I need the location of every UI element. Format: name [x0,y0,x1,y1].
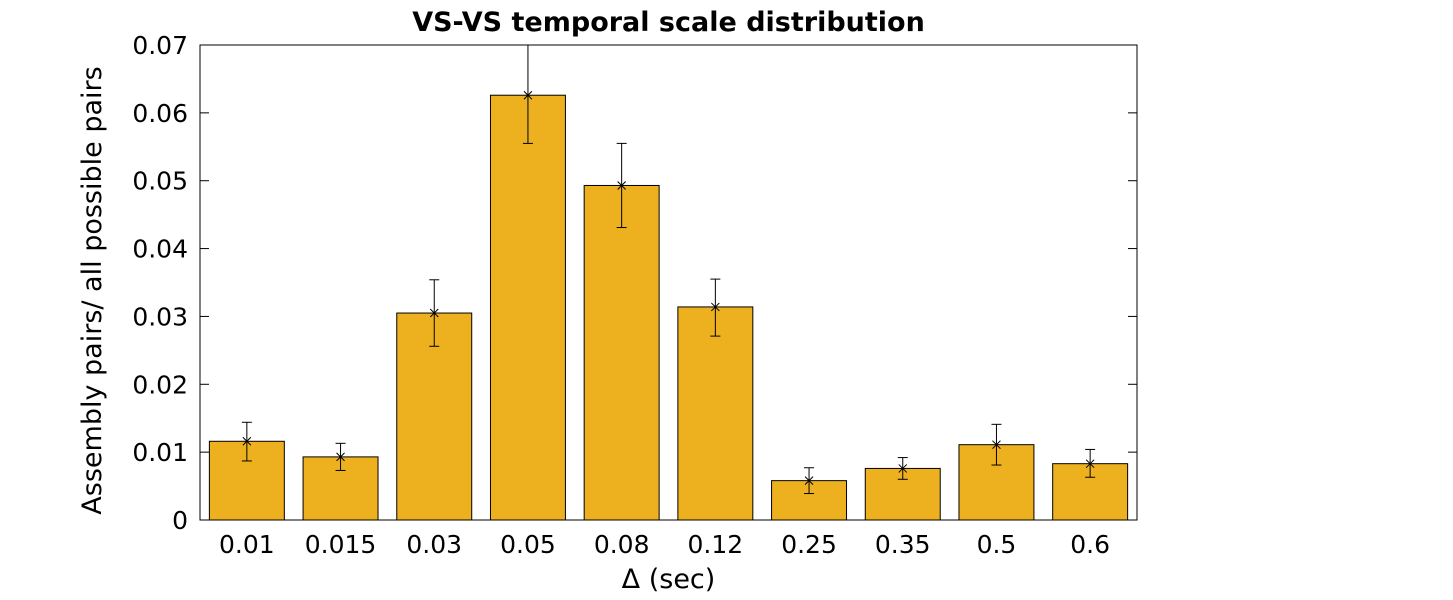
data-point-marker [804,476,814,485]
x-tick-label: 0.5 [977,530,1017,559]
axes-layer [199,44,1138,521]
y-tick-label: 0 [172,506,188,535]
bar [583,184,660,521]
errorbars-layer [241,44,1096,495]
x-axis-title: Δ (sec) [622,564,716,595]
data-point-marker [710,302,720,312]
x-tick-label: 0.03 [406,530,462,559]
x-tick-label: 0.015 [305,530,377,559]
x-tick-label: 0.6 [1070,530,1110,559]
data-point-marker [898,464,908,473]
data-point-marker [523,90,533,100]
bar [771,480,848,521]
y-axis-title: Assembly pairs/ all possible pairs [77,66,108,514]
y-tick-label: 0.05 [132,167,188,196]
x-tick-label: 0.08 [594,530,650,559]
y-tick-label: 0.04 [132,235,188,264]
data-point-marker [336,452,345,462]
x-tick-label: 0.05 [500,530,556,559]
y-tick-label: 0.07 [132,31,188,60]
x-tick-label: 0.01 [219,530,275,559]
data-point-marker [242,436,252,446]
data-point-marker [992,440,1001,450]
x-tick-label: 0.25 [781,530,837,559]
bar [489,94,566,521]
chart-title: VS-VS temporal scale distribution [412,7,925,38]
data-point-marker [1085,459,1095,469]
bars-layer [208,94,1129,521]
plot-frame [199,44,1138,521]
y-tick-label: 0.03 [132,302,188,331]
x-tick-label: 0.12 [688,530,744,559]
ticks-layer: 0 0.01 0.02 0.03 0.04 0.05 0.06 0.07 0.01 0.015 0.… [132,31,1137,559]
bar [677,306,754,521]
x-tick-label: 0.35 [875,530,931,559]
data-point-marker [429,308,439,318]
y-tick-label: 0.02 [132,370,188,399]
y-tick-label: 0.06 [132,99,188,128]
y-tick-label: 0.01 [132,438,188,467]
data-point-marker [617,181,627,190]
